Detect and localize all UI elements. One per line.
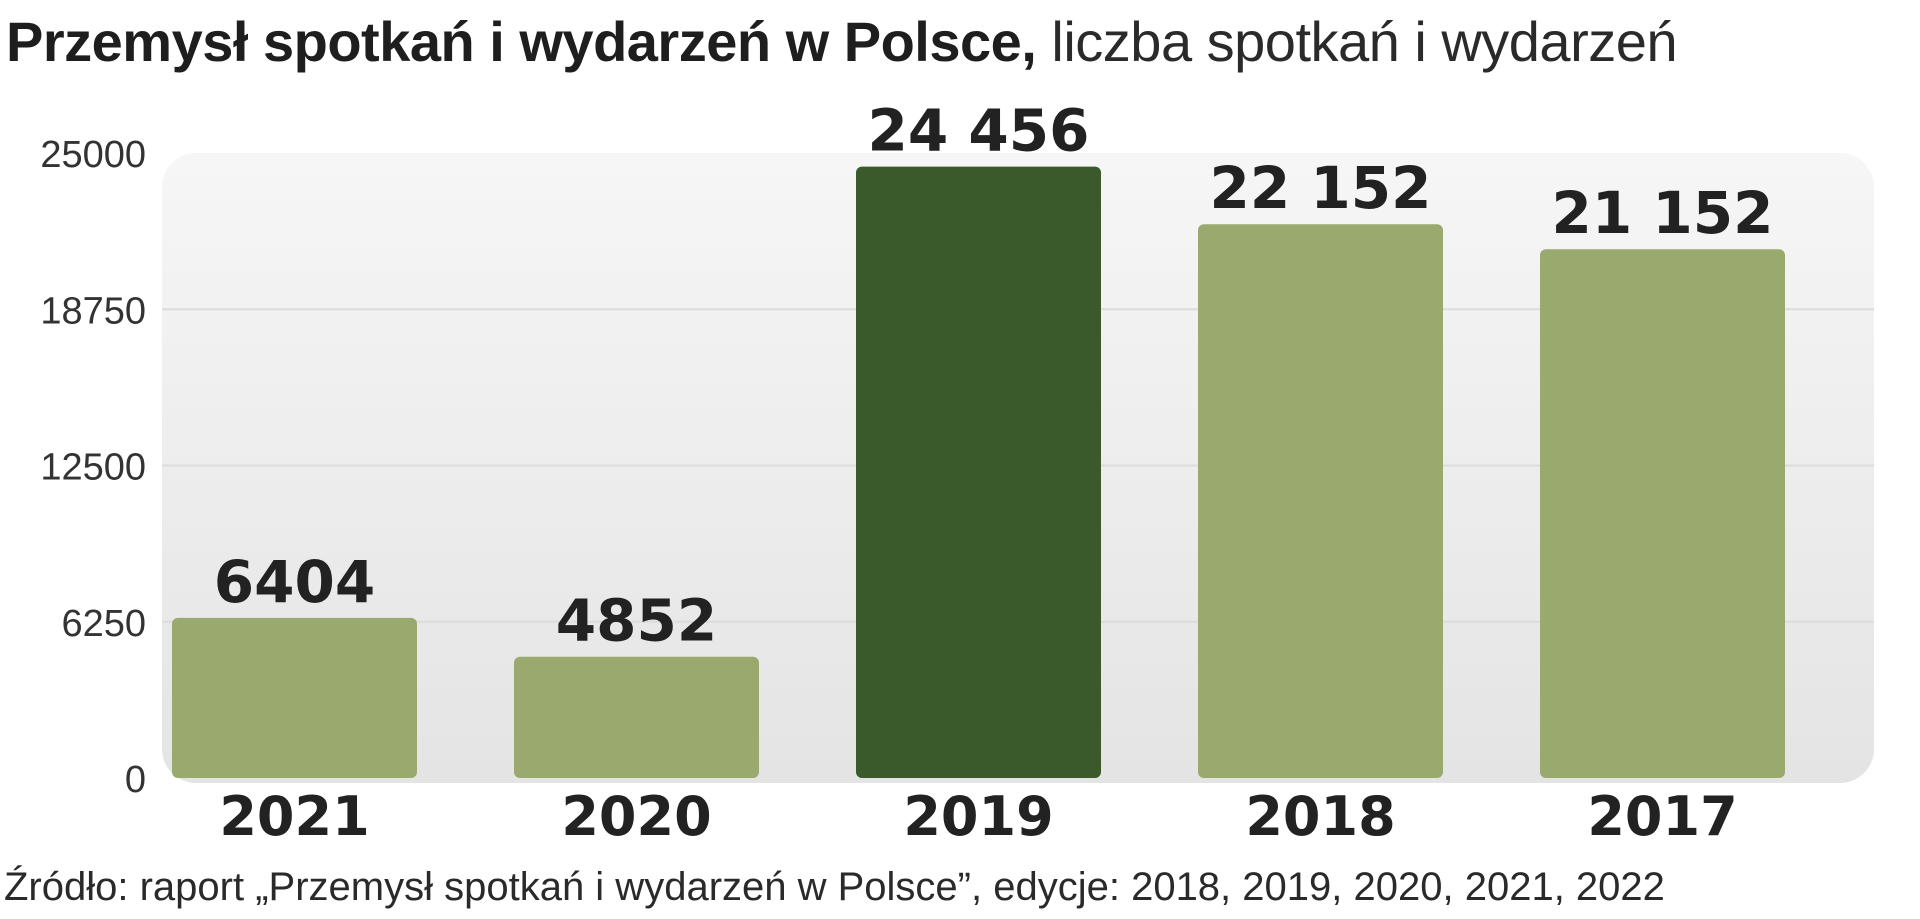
bar bbox=[856, 166, 1101, 779]
source-note: Źródło: raport „Przemysł spotkań i wydar… bbox=[4, 865, 1665, 909]
x-tick-label: 2018 bbox=[1245, 785, 1395, 848]
y-tick-label: 18750 bbox=[40, 290, 146, 332]
y-tick-label: 6250 bbox=[61, 603, 146, 645]
y-tick-label: 12500 bbox=[40, 447, 146, 489]
chart-title-main: Przemysł spotkań i wydarzeń w Polsce, bbox=[6, 10, 1037, 73]
y-axis-tick-labels: 0 6250 12500 18750 25000 bbox=[40, 134, 146, 801]
x-tick-label: 2020 bbox=[561, 785, 711, 848]
x-tick-label: 2019 bbox=[903, 785, 1053, 848]
bar bbox=[172, 617, 417, 778]
chart-title-subtitle: liczba spotkań i wydarzeń bbox=[1051, 10, 1678, 73]
bar-value-label: 21 152 bbox=[1552, 179, 1774, 247]
bar bbox=[514, 656, 759, 778]
y-tick-label: 0 bbox=[125, 759, 146, 801]
x-tick-label: 2021 bbox=[219, 785, 369, 848]
chart-title: Przemysł spotkań i wydarzeń w Polsce, li… bbox=[6, 6, 1678, 78]
bar-value-labels: 6404 4852 24 456 22 152 21 152 bbox=[214, 97, 1774, 655]
bar-value-label: 24 456 bbox=[868, 97, 1090, 165]
y-tick-label: 25000 bbox=[40, 134, 146, 176]
bar-value-label: 4852 bbox=[556, 587, 717, 655]
bar-value-label: 22 152 bbox=[1210, 154, 1432, 222]
bar bbox=[1540, 249, 1785, 778]
bar bbox=[1198, 224, 1443, 778]
x-axis-tick-labels: 2021 2020 2019 2018 2017 bbox=[219, 785, 1737, 848]
x-tick-label: 2017 bbox=[1587, 785, 1737, 848]
bars bbox=[172, 166, 1785, 779]
bar-value-label: 6404 bbox=[214, 548, 375, 616]
